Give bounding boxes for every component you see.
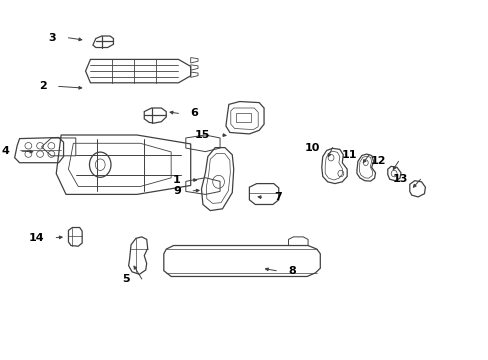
Text: 15: 15 — [195, 130, 210, 140]
Text: 2: 2 — [39, 81, 46, 91]
Text: 14: 14 — [28, 233, 44, 243]
Text: 9: 9 — [173, 186, 181, 196]
Text: 7: 7 — [273, 192, 281, 202]
Text: 4: 4 — [2, 146, 10, 156]
Text: 12: 12 — [370, 156, 386, 166]
Text: 11: 11 — [341, 150, 356, 160]
Text: 3: 3 — [48, 33, 56, 43]
Text: 8: 8 — [288, 266, 296, 276]
Text: 10: 10 — [305, 143, 320, 153]
Text: 13: 13 — [392, 174, 407, 184]
Text: 1: 1 — [173, 175, 181, 185]
Text: 5: 5 — [122, 274, 129, 284]
Bar — [236, 113, 250, 122]
Text: 6: 6 — [190, 108, 198, 118]
